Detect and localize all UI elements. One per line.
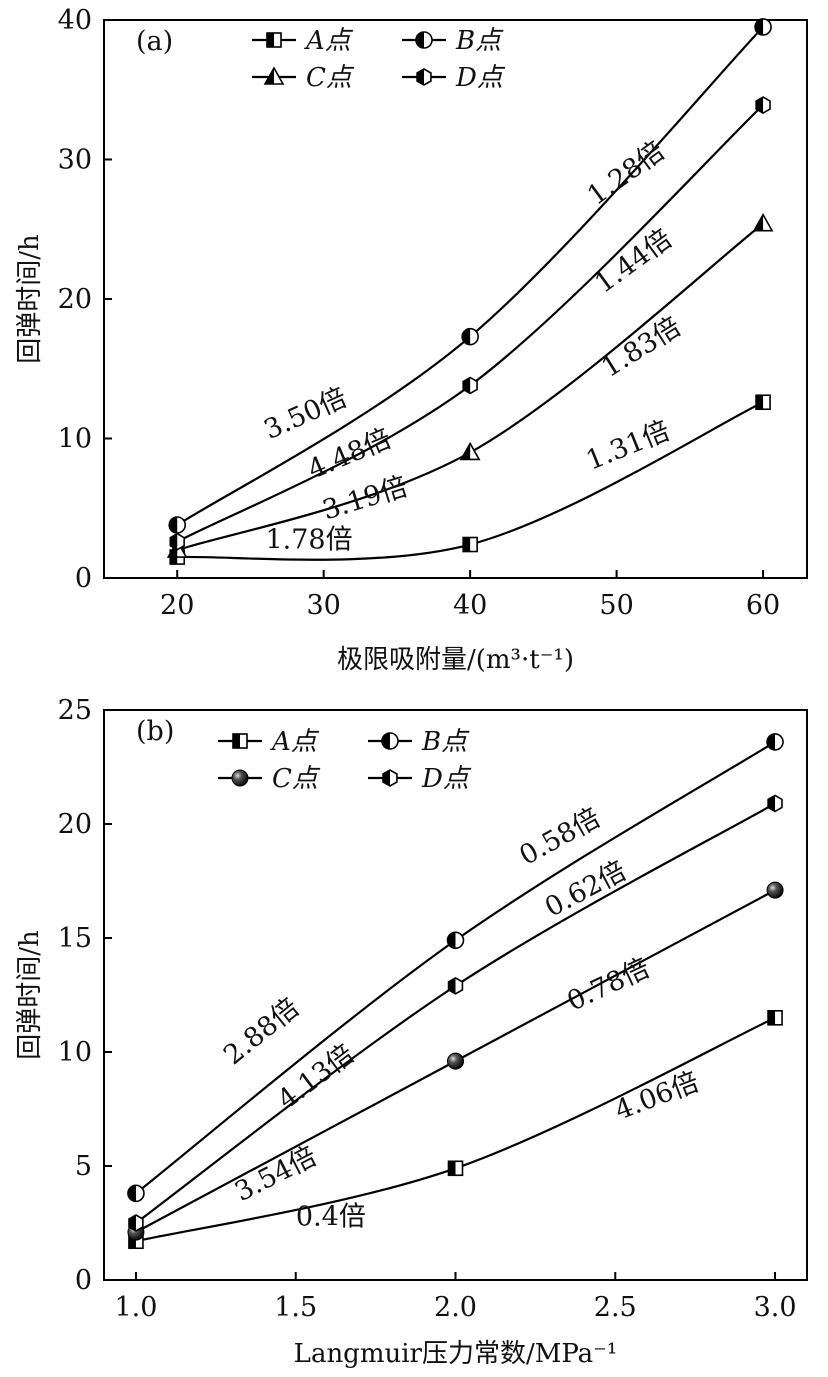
ratio-annotation: 2.88倍	[218, 992, 305, 1071]
y-axis-label: 回弹时间/h	[15, 234, 45, 364]
data-point-fill	[768, 1010, 776, 1025]
y-tick-label: 20	[58, 284, 92, 315]
ratio-annotation: 1.78倍	[265, 525, 352, 556]
ratio-annotation: 4.06倍	[611, 1066, 703, 1126]
legend-label: D点	[421, 764, 472, 794]
x-tick-label: 3.0	[754, 1292, 797, 1323]
legend-marker	[231, 769, 249, 787]
data-point-fill	[462, 328, 471, 345]
x-tick-label: 2.0	[434, 1292, 477, 1323]
legend-marker-fill	[265, 68, 274, 84]
legend-label: C点	[306, 63, 355, 93]
data-point	[447, 1052, 464, 1070]
x-tick-label: 30	[307, 590, 341, 621]
y-tick-label: 30	[58, 145, 92, 176]
legend: A点 B点 C点 D点	[252, 26, 506, 93]
y-tick-label: 20	[58, 809, 92, 840]
legend-label: D点	[455, 63, 506, 93]
x-tick-label: 1.5	[274, 1292, 317, 1323]
legend-marker-fill	[267, 33, 274, 47]
y-tick-label: 40	[58, 5, 92, 36]
chart-panel-b: 1.0 1.5 2.0 2.5 3.0 0 5 10 15 20 25 Langmuir压力常数/MP…	[15, 695, 808, 1369]
legend-label: A点	[304, 26, 354, 56]
ratio-annotation: 3.54倍	[230, 1141, 322, 1208]
y-tick-label: 15	[58, 923, 92, 954]
ratio-annotation: 0.58倍	[514, 802, 605, 871]
ratio-annotation: 3.19倍	[319, 471, 411, 526]
ratio-annotation: 1.28倍	[582, 135, 671, 211]
ratio-annotation: 4.48倍	[304, 423, 396, 486]
legend-marker-fill	[233, 734, 240, 748]
ratio-annotation: 4.13倍	[272, 1039, 360, 1116]
plot-frame	[103, 19, 808, 579]
ratio-annotation: 1.31倍	[582, 415, 674, 476]
x-tick-label: 1.0	[114, 1292, 157, 1323]
legend: A点 B点 C点 D点	[218, 727, 472, 794]
data-point-fill2	[448, 977, 456, 994]
data-point-fill	[128, 1234, 136, 1249]
panel-label: (a)	[136, 26, 173, 57]
x-tick-label: 50	[599, 590, 633, 621]
x-tick-label: 60	[746, 590, 780, 621]
plot-frame	[103, 709, 808, 1281]
x-tick-label: 20	[160, 590, 194, 621]
chart-panel-a: 20 30 40 50 60 0 10 20 30 40 极限吸附量/(m³·t⁻¹) 回弹时间/h (…	[15, 5, 808, 675]
legend-label: B点	[455, 26, 504, 56]
panel-label: (b)	[136, 716, 174, 747]
data-point-fill2	[170, 533, 178, 550]
ratio-annotation: 0.4倍	[296, 1201, 366, 1232]
legend-label: B点	[421, 727, 470, 757]
x-axis-label: Langmuir压力常数/MPa⁻¹	[294, 1339, 618, 1369]
series-line-2	[135, 740, 776, 1195]
x-tick-label: 2.5	[594, 1292, 637, 1323]
ratio-annotation: 1.44倍	[589, 223, 678, 299]
legend-marker-fill	[382, 733, 390, 749]
legend-marker-fill	[416, 32, 424, 48]
y-tick-label: 5	[75, 1151, 92, 1182]
data-point-fill	[127, 1185, 136, 1202]
ratio-annotation: 0.62倍	[540, 855, 631, 923]
data-point-fill	[754, 214, 764, 231]
data-point-fill	[169, 516, 178, 533]
data-point-fill2	[129, 1215, 136, 1231]
data-point-fill	[447, 932, 456, 949]
y-tick-label: 10	[58, 424, 92, 455]
data-point-fill	[756, 395, 764, 410]
legend-label: A点	[270, 727, 320, 757]
ratio-annotation: 3.50倍	[259, 382, 351, 446]
legend-marker-fill2	[417, 69, 424, 85]
x-tick-label: 40	[453, 590, 487, 621]
data-point-fill	[767, 733, 776, 750]
data-point-fill2	[768, 795, 776, 812]
legend-label: C点	[272, 764, 321, 794]
y-tick-label: 0	[75, 1265, 92, 1296]
y-tick-label: 25	[58, 695, 92, 726]
ratio-annotation: 1.83倍	[596, 311, 686, 383]
data-point	[766, 881, 784, 899]
data-point-fill2	[463, 377, 471, 394]
data-point-fill	[461, 443, 471, 460]
y-axis-label: 回弹时间/h	[15, 930, 45, 1060]
y-tick-label: 0	[75, 563, 92, 594]
ratio-annotation: 0.78倍	[562, 953, 654, 1018]
series-line-4	[135, 802, 776, 1224]
x-axis-label: 极限吸附量/(m³·t⁻¹)	[337, 645, 574, 675]
data-point-fill	[463, 537, 471, 552]
y-tick-label: 10	[58, 1037, 92, 1068]
data-point-fill	[755, 18, 764, 35]
legend-marker-fill2	[383, 770, 390, 786]
data-point-fill2	[756, 97, 764, 114]
data-point-fill	[448, 1161, 456, 1176]
